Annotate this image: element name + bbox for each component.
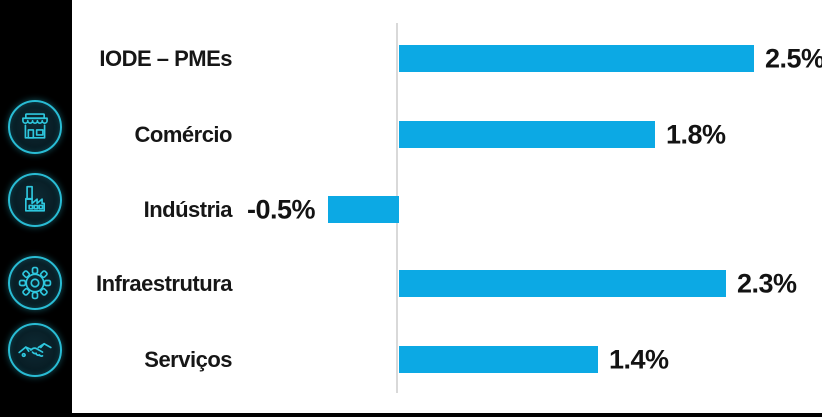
bottom-bar bbox=[0, 413, 822, 417]
value-label: 2.5% bbox=[765, 43, 822, 73]
value-bar bbox=[399, 45, 754, 72]
gear-icon bbox=[8, 256, 62, 310]
value-bar bbox=[399, 121, 655, 148]
value-bar bbox=[399, 346, 598, 373]
storefront-icon bbox=[8, 100, 62, 154]
category-label: Infraestrutura bbox=[95, 270, 233, 296]
factory-icon bbox=[8, 173, 62, 227]
value-label: 1.8% bbox=[666, 119, 726, 149]
category-label: Comércio bbox=[134, 121, 233, 147]
value-label: 1.4% bbox=[609, 344, 669, 374]
value-bar bbox=[328, 196, 399, 223]
category-label: Indústria bbox=[143, 196, 233, 222]
value-bar bbox=[399, 270, 726, 297]
value-label: -0.5% bbox=[246, 194, 316, 224]
handshake-icon bbox=[8, 323, 62, 377]
value-label: 2.3% bbox=[737, 268, 797, 298]
sidebar bbox=[0, 0, 72, 417]
category-label: IODE – PMEs bbox=[99, 45, 232, 71]
category-label: Serviços bbox=[144, 346, 232, 372]
